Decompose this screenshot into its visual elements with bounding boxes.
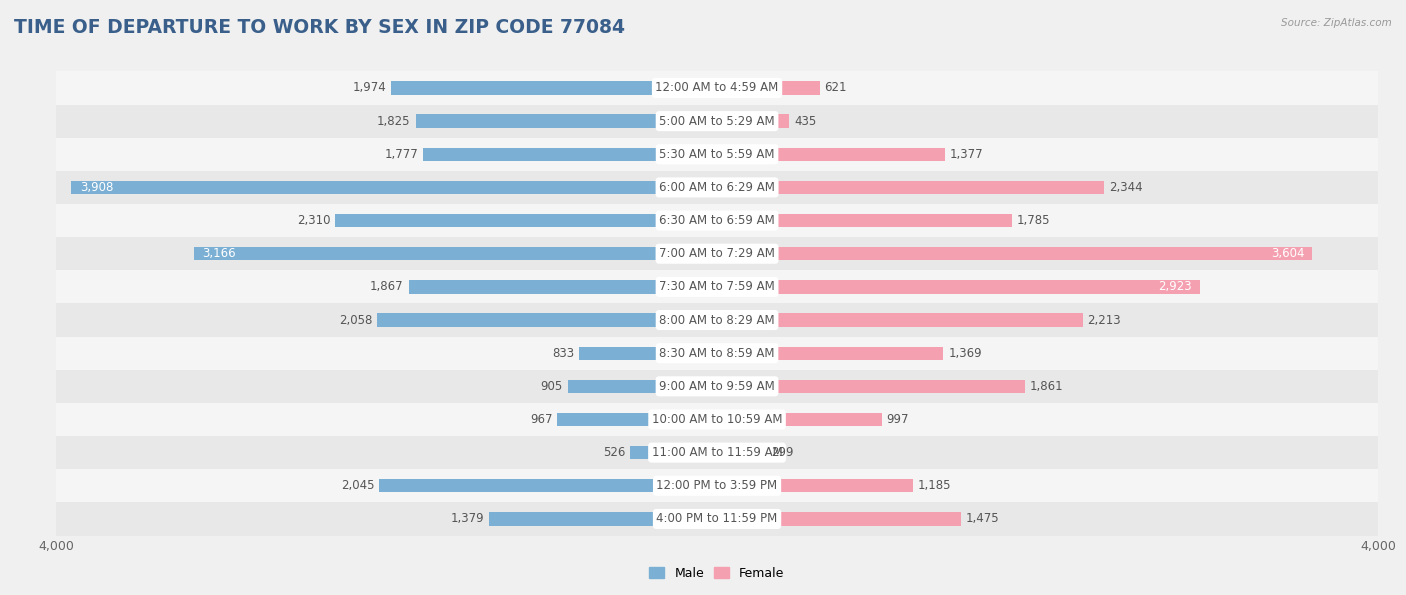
Text: 4:00 PM to 11:59 PM: 4:00 PM to 11:59 PM — [657, 512, 778, 525]
Bar — [423, 148, 717, 161]
Text: 10:00 AM to 10:59 AM: 10:00 AM to 10:59 AM — [652, 413, 782, 426]
Text: 5:00 AM to 5:29 AM: 5:00 AM to 5:29 AM — [659, 115, 775, 127]
Bar — [56, 171, 1378, 204]
Bar — [56, 71, 1378, 105]
Text: 1,185: 1,185 — [918, 480, 952, 492]
Text: 7:00 AM to 7:29 AM: 7:00 AM to 7:29 AM — [659, 248, 775, 260]
Bar — [409, 280, 717, 293]
Bar — [336, 214, 717, 227]
Text: 1,777: 1,777 — [385, 148, 419, 161]
Bar — [557, 413, 717, 426]
Bar — [717, 280, 1199, 293]
Text: 1,369: 1,369 — [948, 347, 981, 359]
Bar — [717, 413, 882, 426]
Text: 1,974: 1,974 — [353, 82, 387, 95]
Bar — [56, 403, 1378, 436]
Bar — [717, 148, 945, 161]
Bar — [717, 181, 1104, 194]
Text: 6:30 AM to 6:59 AM: 6:30 AM to 6:59 AM — [659, 214, 775, 227]
Text: 5:30 AM to 5:59 AM: 5:30 AM to 5:59 AM — [659, 148, 775, 161]
Legend: Male, Female: Male, Female — [644, 562, 790, 585]
Bar — [391, 82, 717, 95]
Bar — [72, 181, 717, 194]
Bar — [56, 303, 1378, 337]
Bar — [717, 346, 943, 360]
Bar — [56, 105, 1378, 137]
Text: TIME OF DEPARTURE TO WORK BY SEX IN ZIP CODE 77084: TIME OF DEPARTURE TO WORK BY SEX IN ZIP … — [14, 18, 626, 37]
Text: 435: 435 — [794, 115, 815, 127]
Text: 9:00 AM to 9:59 AM: 9:00 AM to 9:59 AM — [659, 380, 775, 393]
Text: 621: 621 — [824, 82, 846, 95]
Text: 6:00 AM to 6:29 AM: 6:00 AM to 6:29 AM — [659, 181, 775, 194]
Bar — [717, 314, 1083, 327]
Text: 1,867: 1,867 — [370, 280, 404, 293]
Text: 2,058: 2,058 — [339, 314, 373, 327]
Bar — [56, 204, 1378, 237]
Text: 7:30 AM to 7:59 AM: 7:30 AM to 7:59 AM — [659, 280, 775, 293]
Text: 1,825: 1,825 — [377, 115, 411, 127]
Text: 3,604: 3,604 — [1271, 248, 1305, 260]
Bar — [416, 114, 717, 128]
Text: 2,344: 2,344 — [1109, 181, 1143, 194]
Bar — [377, 314, 717, 327]
Bar — [717, 479, 912, 493]
Text: 997: 997 — [887, 413, 910, 426]
Bar — [489, 512, 717, 525]
Bar — [56, 137, 1378, 171]
Text: 905: 905 — [540, 380, 562, 393]
Text: 2,045: 2,045 — [340, 480, 374, 492]
Text: 1,377: 1,377 — [949, 148, 983, 161]
Text: 12:00 AM to 4:59 AM: 12:00 AM to 4:59 AM — [655, 82, 779, 95]
Bar — [630, 446, 717, 459]
Bar — [56, 337, 1378, 369]
Text: 833: 833 — [553, 347, 575, 359]
Text: 2,923: 2,923 — [1159, 280, 1192, 293]
Text: 1,379: 1,379 — [451, 512, 484, 525]
Text: Source: ZipAtlas.com: Source: ZipAtlas.com — [1281, 18, 1392, 28]
Bar — [717, 114, 789, 128]
Text: 3,908: 3,908 — [80, 181, 112, 194]
Text: 1,785: 1,785 — [1017, 214, 1050, 227]
Text: 967: 967 — [530, 413, 553, 426]
Text: 8:00 AM to 8:29 AM: 8:00 AM to 8:29 AM — [659, 314, 775, 327]
Text: 1,475: 1,475 — [966, 512, 1000, 525]
Bar — [56, 237, 1378, 270]
Text: 8:30 AM to 8:59 AM: 8:30 AM to 8:59 AM — [659, 347, 775, 359]
Text: 3,166: 3,166 — [202, 248, 236, 260]
Bar — [717, 214, 1012, 227]
Text: 526: 526 — [603, 446, 626, 459]
Bar — [380, 479, 717, 493]
Bar — [56, 469, 1378, 502]
Bar — [194, 247, 717, 261]
Bar — [579, 346, 717, 360]
Bar — [56, 270, 1378, 303]
Bar — [717, 446, 766, 459]
Bar — [717, 247, 1312, 261]
Bar — [568, 380, 717, 393]
Bar — [717, 380, 1025, 393]
Text: 11:00 AM to 11:59 AM: 11:00 AM to 11:59 AM — [652, 446, 782, 459]
Bar — [717, 82, 820, 95]
Text: 12:00 PM to 3:59 PM: 12:00 PM to 3:59 PM — [657, 480, 778, 492]
Bar — [56, 369, 1378, 403]
Text: 299: 299 — [772, 446, 794, 459]
Bar — [56, 436, 1378, 469]
Text: 2,310: 2,310 — [297, 214, 330, 227]
Bar — [717, 512, 960, 525]
Text: 1,861: 1,861 — [1029, 380, 1063, 393]
Bar — [56, 502, 1378, 536]
Text: 2,213: 2,213 — [1088, 314, 1121, 327]
